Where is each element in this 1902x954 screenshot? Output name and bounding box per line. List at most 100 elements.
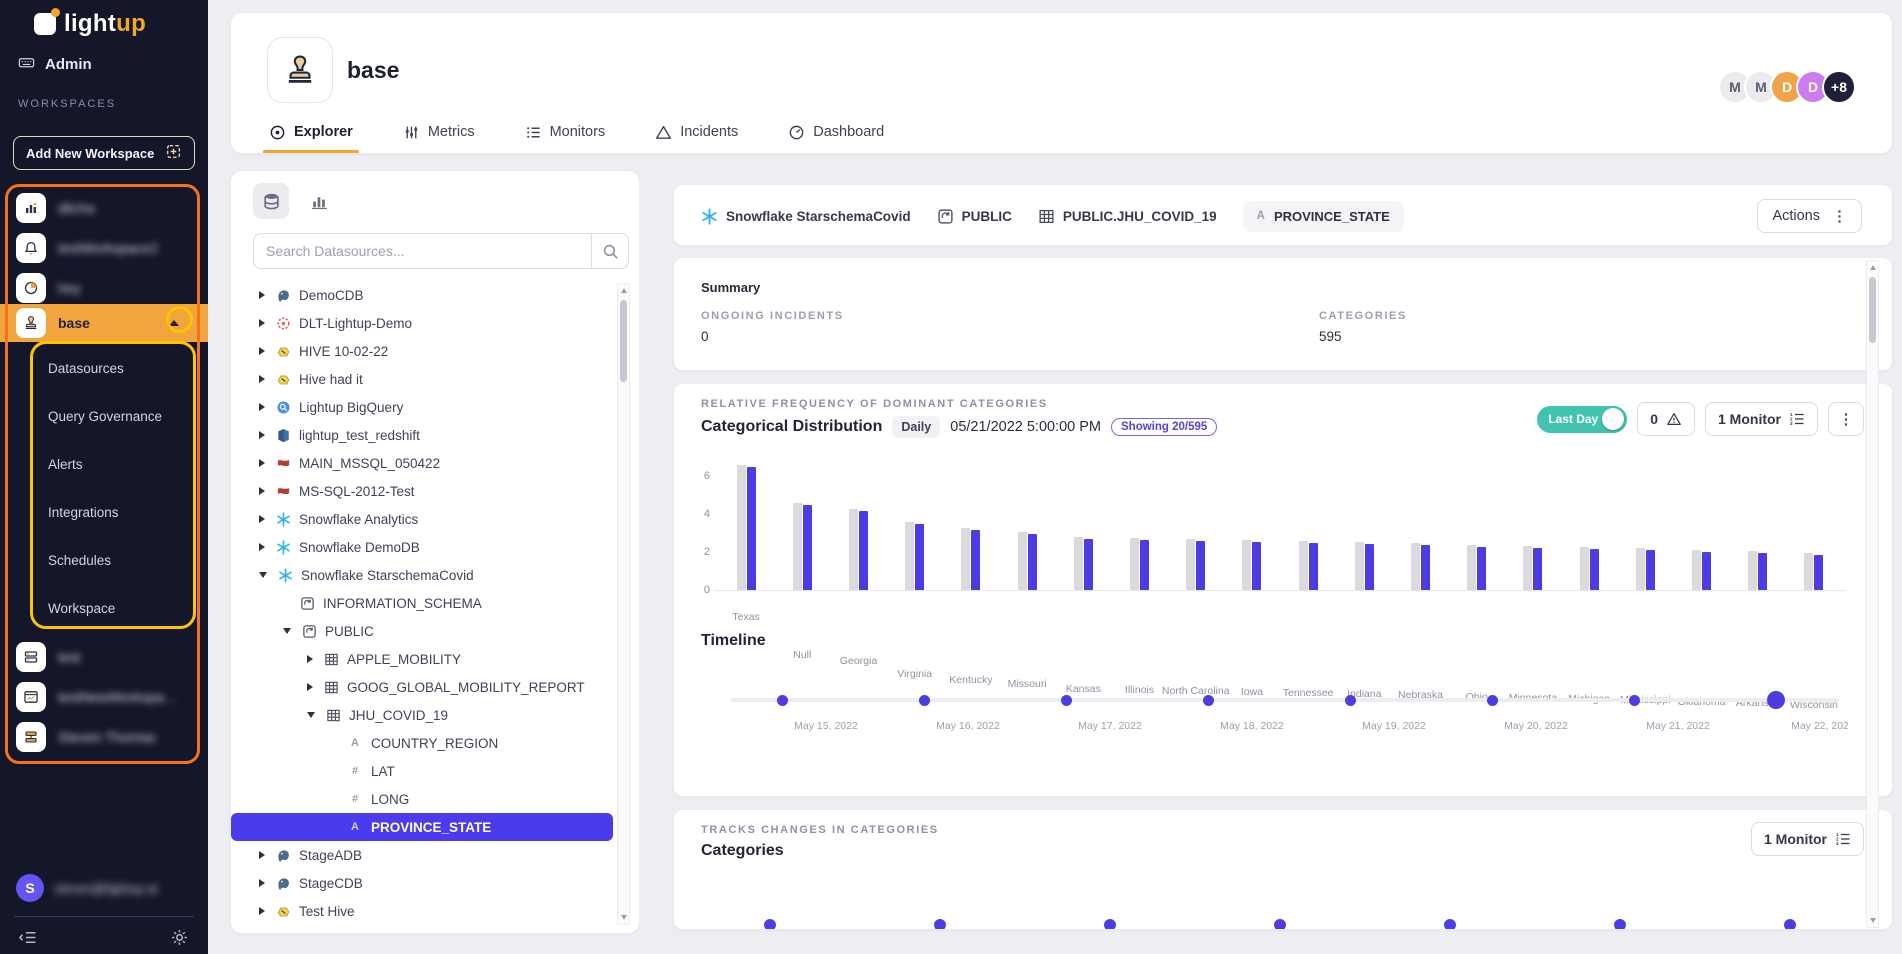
bar-group[interactable]: Texas xyxy=(718,464,774,623)
chevron-right-icon[interactable] xyxy=(259,319,265,327)
tree-item-snowflake demodb[interactable]: Snowflake DemoDB xyxy=(231,533,615,561)
actions-button[interactable]: Actions ⋮ xyxy=(1757,199,1862,233)
bar-group[interactable]: Nebraska xyxy=(1392,543,1448,701)
avatar[interactable]: D xyxy=(1796,70,1830,104)
bar-group[interactable]: Mississippi xyxy=(1617,548,1673,706)
collapse-sidebar-icon[interactable] xyxy=(18,928,38,948)
sidebar-workspace-item[interactable]: test xyxy=(0,637,208,677)
tab-dashboard[interactable]: Dashboard xyxy=(786,111,886,153)
tree-item-goog_global_mobility_report[interactable]: GOOG_GLOBAL_MOBILITY_REPORT xyxy=(231,673,615,701)
bar-group[interactable]: Tennessee xyxy=(1280,540,1336,699)
bar-group[interactable]: Indiana xyxy=(1336,542,1392,700)
bar-group[interactable]: Iowa xyxy=(1224,539,1280,698)
tree-item-test hive[interactable]: Test Hive xyxy=(231,897,615,925)
tree-item-jhu_covid_19[interactable]: JHU_COVID_19 xyxy=(231,701,615,729)
user-account[interactable]: S steven@lightup.ai xyxy=(16,874,158,902)
tree-item-stagecdb[interactable]: StageCDB xyxy=(231,869,615,897)
avatar[interactable]: +8 xyxy=(1822,70,1856,104)
chevron-right-icon[interactable] xyxy=(259,879,265,887)
sidebar-item-datasources[interactable]: Datasources xyxy=(48,360,124,376)
tree-item-democdb[interactable]: DemoCDB xyxy=(231,281,615,309)
tree-scrollbar[interactable] xyxy=(617,283,630,925)
breadcrumb-schema[interactable]: PUBLIC xyxy=(937,208,1012,225)
timeline-dot[interactable] xyxy=(1628,694,1640,706)
tab-datasources-view[interactable] xyxy=(253,183,289,219)
main-scrollbar[interactable] xyxy=(1866,260,1879,928)
breadcrumb-column-chip[interactable]: A PROVINCE_STATE xyxy=(1242,200,1404,232)
category-dot[interactable] xyxy=(1784,919,1796,929)
category-dot[interactable] xyxy=(1614,919,1626,929)
tree-item-main_mssql_050422[interactable]: MAIN_MSSQL_050422 xyxy=(231,449,615,477)
bar-group[interactable]: North Carolina xyxy=(1162,538,1230,697)
breadcrumb-datasource[interactable]: Snowflake StarschemaCovid xyxy=(701,207,911,225)
search-button[interactable] xyxy=(591,233,629,269)
bar-group[interactable]: Michigan xyxy=(1561,547,1617,705)
bar-group[interactable]: Arkansas xyxy=(1730,550,1786,709)
category-dot[interactable] xyxy=(1444,919,1456,929)
sidebar-workspace-item[interactable]: testNewWorkspa... xyxy=(0,677,208,717)
sidebar-item-alerts[interactable]: Alerts xyxy=(48,456,83,472)
sidebar-item-admin[interactable]: Admin xyxy=(18,54,92,75)
sidebar-workspace-item[interactable]: Steven Thomas xyxy=(0,717,208,757)
tree-item-lightup_test_redshift[interactable]: lightup_test_redshift xyxy=(231,421,615,449)
chevron-down-icon[interactable] xyxy=(283,628,291,634)
tree-item-snowflake analytics[interactable]: Snowflake Analytics xyxy=(231,505,615,533)
tree-item-snowflake starschemacovid[interactable]: Snowflake StarschemaCovid xyxy=(231,561,615,589)
category-dot[interactable] xyxy=(764,919,776,929)
bar-group[interactable]: Null xyxy=(774,502,830,661)
bar-group[interactable]: Oklahoma xyxy=(1673,550,1729,708)
chevron-right-icon[interactable] xyxy=(259,907,265,915)
tree-item-public[interactable]: PUBLIC xyxy=(231,617,615,645)
tab-incidents[interactable]: Incidents xyxy=(653,111,740,153)
chevron-up-icon[interactable] xyxy=(169,320,179,326)
sidebar-workspace-item[interactable]: hey xyxy=(0,268,208,308)
bar-group[interactable]: Ohio xyxy=(1449,545,1505,703)
chevron-right-icon[interactable] xyxy=(259,515,265,523)
bar-group[interactable]: Minnesota xyxy=(1505,546,1561,704)
bar-group[interactable]: Georgia xyxy=(830,509,886,667)
showing-pill[interactable]: Showing 20/595 xyxy=(1111,418,1218,436)
incident-count-button[interactable]: 0 xyxy=(1637,402,1695,436)
bar-group[interactable]: Virginia xyxy=(887,522,943,680)
tree-item-apple_mobility[interactable]: APPLE_MOBILITY xyxy=(231,645,615,673)
timeline-dot[interactable] xyxy=(1486,694,1498,706)
tab-monitors[interactable]: Monitors xyxy=(523,111,608,153)
bar-group[interactable]: Wisconsin xyxy=(1786,552,1842,711)
tree-item-dlt-lightup-demo[interactable]: DLT-Lightup-Demo xyxy=(231,309,615,337)
timeline-dot[interactable] xyxy=(1060,694,1072,706)
tree-item-lightup bigquery[interactable]: Lightup BigQuery xyxy=(231,393,615,421)
sidebar-item-integrations[interactable]: Integrations xyxy=(48,504,119,520)
tree-item-long[interactable]: # LONG xyxy=(231,785,615,813)
bar-group[interactable]: Kentucky xyxy=(943,528,999,686)
chevron-right-icon[interactable] xyxy=(259,459,265,467)
breadcrumb-table[interactable]: PUBLIC.JHU_COVID_19 xyxy=(1038,208,1217,225)
tree-item-hive had it[interactable]: Hive had it xyxy=(231,365,615,393)
tree-item-country_region[interactable]: A COUNTRY_REGION xyxy=(231,729,615,757)
category-dot[interactable] xyxy=(934,919,946,929)
sidebar-item-query-governance[interactable]: Query Governance xyxy=(48,408,163,424)
timeline-dot[interactable] xyxy=(776,694,788,706)
chevron-right-icon[interactable] xyxy=(307,683,313,691)
tree-item-information_schema[interactable]: INFORMATION_SCHEMA xyxy=(231,589,615,617)
sidebar-item-schedules[interactable]: Schedules xyxy=(48,552,112,568)
sidebar-workspace-item[interactable]: dlicha xyxy=(0,188,208,228)
chevron-right-icon[interactable] xyxy=(259,431,265,439)
timeline-dot[interactable] xyxy=(1344,694,1356,706)
chevron-down-icon[interactable] xyxy=(259,572,267,578)
add-new-workspace-button[interactable]: Add New Workspace xyxy=(13,136,195,170)
tree-item-hive 10-02-22[interactable]: HIVE 10-02-22 xyxy=(231,337,615,365)
gear-icon[interactable] xyxy=(170,928,190,948)
chart-menu-button[interactable]: ⋮ xyxy=(1828,402,1864,436)
chevron-right-icon[interactable] xyxy=(259,375,265,383)
bar-group[interactable]: Illinois xyxy=(1111,537,1167,696)
chevron-right-icon[interactable] xyxy=(259,291,265,299)
category-dot[interactable] xyxy=(1104,919,1116,929)
chevron-right-icon[interactable] xyxy=(259,543,265,551)
chevron-down-icon[interactable] xyxy=(307,712,315,718)
last-day-toggle[interactable]: Last Day xyxy=(1537,405,1628,433)
avatar[interactable]: M xyxy=(1718,70,1752,104)
timeline-dot[interactable] xyxy=(918,694,930,706)
tab-explorer[interactable]: Explorer xyxy=(263,111,359,153)
